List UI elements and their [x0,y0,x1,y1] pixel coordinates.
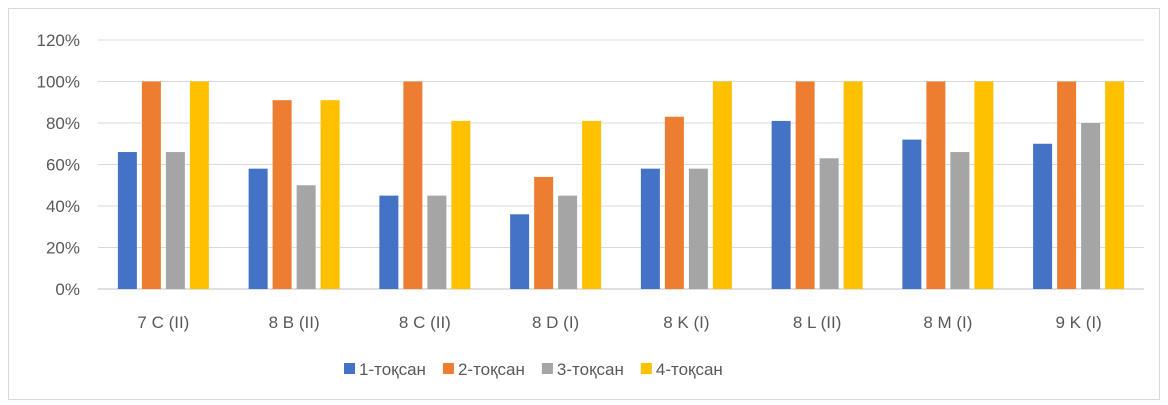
y-tick-label: 40% [46,197,80,216]
y-tick-label: 120% [37,31,80,50]
bar-2 [926,81,946,289]
bar-1 [248,168,268,289]
bar-4 [1105,81,1125,289]
bar-3 [819,158,839,289]
bar-1 [640,168,660,289]
legend: 1-тоқсан 2-тоқсан 3-тоқсан 4-тоқсан [344,360,723,379]
bar-4 [189,81,209,289]
x-tick-label: 8 D (I) [532,313,579,332]
legend-label: 2-тоқсан [458,360,525,379]
legend-swatch [442,363,454,374]
bar-2 [795,81,815,289]
bar-1 [771,120,791,289]
x-tick-label: 8 C (II) [399,313,451,332]
x-tick-label: 8 K (I) [663,313,709,332]
y-tick-label: 100% [37,73,80,92]
bar-2 [272,100,292,289]
y-axis-ticks: 0% 20% 40% 60% 80% 100% 120% [37,31,80,299]
bar-3 [558,195,578,289]
bar-2 [1057,81,1077,289]
bar-2 [664,116,684,290]
x-tick-label: 8 M (I) [923,313,972,332]
legend-swatch [344,363,355,374]
x-tick-label: 7 C (II) [137,313,189,332]
bar-1 [117,152,137,289]
legend-item: 4-тоқсан [640,360,723,379]
bar-4 [974,81,994,289]
y-tick-label: 20% [46,239,80,258]
bar-2 [141,81,161,289]
bar-3 [165,152,185,289]
bar-4 [451,120,471,289]
y-tick-label: 60% [46,156,80,175]
bar-1 [379,195,399,289]
legend-swatch [640,363,652,374]
x-tick-label: 8 L (II) [793,313,842,332]
bar-3 [427,195,447,289]
x-tick-label: 9 K (I) [1055,313,1101,332]
x-tick-label: 8 B (II) [269,313,320,332]
bar-1 [510,214,530,289]
gridlines [98,39,1144,290]
bar-3 [950,152,970,289]
y-tick-label: 0% [55,280,80,299]
bar-3 [296,185,316,289]
legend-item: 2-тоқсан [442,360,525,379]
legend-item: 1-тоқсан [344,360,426,379]
bar-4 [843,81,863,289]
legend-label: 3-тоқсан [557,360,624,379]
legend-label: 1-тоқсан [359,360,426,379]
bar-2 [403,81,423,289]
legend-item: 3-тоқсан [541,360,624,379]
bar-2 [534,176,554,289]
bar-1 [1033,143,1053,289]
bar-3 [688,168,708,289]
bars [117,81,1125,290]
bar-4 [712,81,732,289]
bar-1 [902,139,922,289]
y-tick-label: 80% [46,114,80,133]
bar-3 [1081,123,1101,289]
legend-swatch [541,363,553,374]
bar-4 [582,120,602,289]
bar-4 [320,100,340,289]
legend-label: 4-тоқсан [656,360,723,379]
x-axis-ticks: 7 C (II) 8 B (II) 8 C (II) 8 D (I) 8 K (I) 8 … [137,313,1101,332]
